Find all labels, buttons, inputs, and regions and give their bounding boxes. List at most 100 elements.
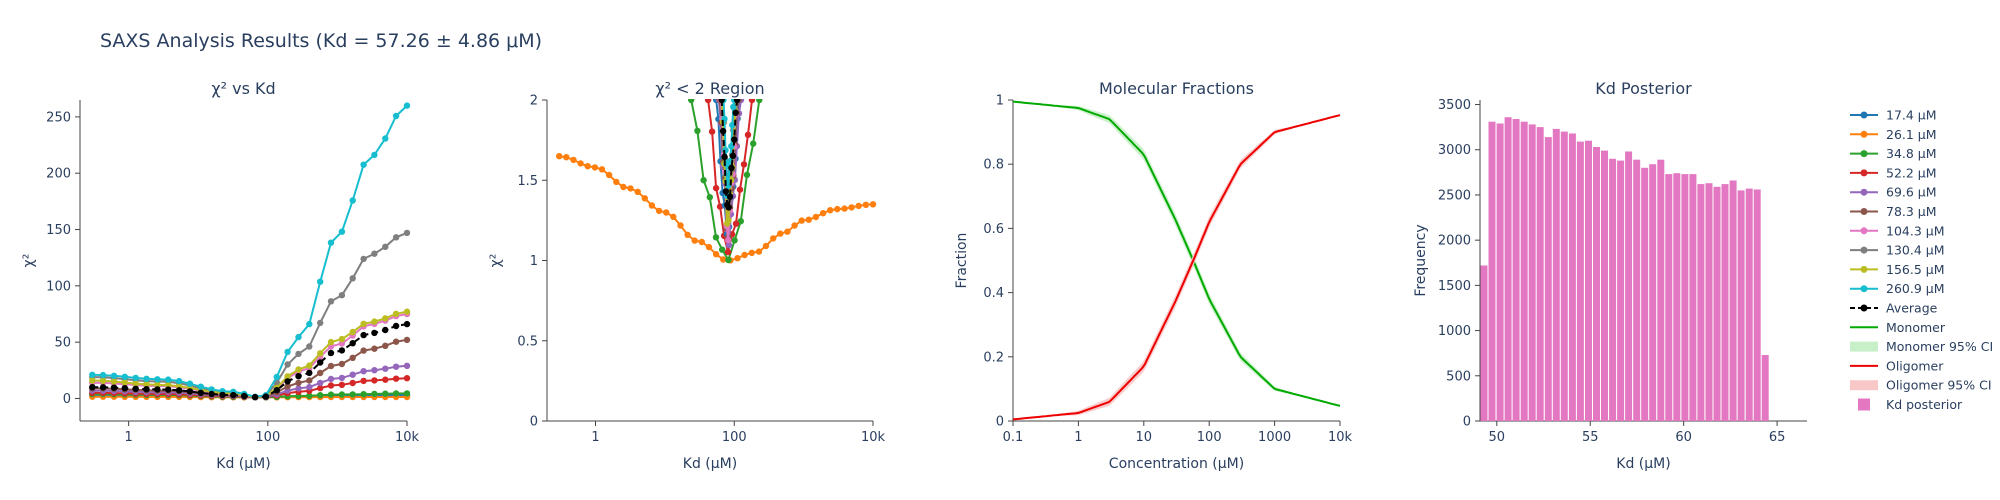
data-point <box>382 342 389 349</box>
data-point <box>805 216 812 223</box>
data-point <box>295 373 302 380</box>
data-point <box>317 379 324 387</box>
y-tick-label: 0 <box>1463 415 1471 430</box>
data-point <box>89 377 96 384</box>
data-point <box>273 373 280 381</box>
y-axis-label: Frequency <box>1413 224 1429 296</box>
x-axis-label: Kd (μM) <box>683 456 737 472</box>
histogram-bar <box>1657 159 1665 421</box>
data-point <box>154 376 161 383</box>
data-point <box>725 217 732 224</box>
y-tick-label: 0 <box>996 415 1004 430</box>
data-point <box>720 256 727 263</box>
legend-item: Average <box>1850 301 1938 316</box>
legend-label: Monomer 95% CI <box>1886 339 1993 354</box>
data-point <box>338 381 346 388</box>
histogram-bar <box>1681 174 1689 421</box>
data-point <box>99 377 107 384</box>
data-point <box>175 387 183 394</box>
x-tick-label: 100 <box>1197 430 1222 445</box>
legend-label: 26.1 μM <box>1886 127 1937 142</box>
data-point <box>327 349 335 357</box>
x-tick-label: 1 <box>1074 430 1082 445</box>
data-point <box>770 235 777 242</box>
legend-item: 130.4 μM <box>1850 243 1945 258</box>
histogram-bar <box>1729 180 1737 421</box>
histogram-bar <box>1536 127 1544 421</box>
histogram-bar <box>1601 150 1608 421</box>
data-point <box>605 171 613 179</box>
legend: 17.4 μM 26.1 μM 34.8 μM 52.2 μM 69.6 μM 78.3 … <box>1850 108 1993 412</box>
y-tick-label: 1500 <box>1438 279 1471 294</box>
data-point <box>327 375 335 383</box>
legend-label: Oligomer <box>1886 358 1944 373</box>
data-point <box>577 160 584 167</box>
data-point <box>743 171 751 178</box>
chi2-region-panel: χ² < 2 Region 1 100 10k 0 0.5 1 1.5 2 Kd (μM) χ² <box>488 79 886 472</box>
histogram-bar <box>1721 184 1729 421</box>
histogram-bar <box>1544 137 1552 421</box>
data-point <box>748 99 756 104</box>
data-point <box>338 391 346 398</box>
series-line <box>720 99 739 211</box>
data-point <box>251 393 259 401</box>
data-point <box>317 350 324 357</box>
data-point <box>719 246 726 253</box>
data-point <box>360 161 367 168</box>
legend-label: 69.6 μM <box>1886 185 1937 200</box>
data-point <box>663 209 670 216</box>
data-point <box>705 243 713 251</box>
chi2-vs-kd-panel: χ² vs Kd 1 100 10k 0 50 100 150 200 250 Kd (μM) χ² <box>21 79 420 472</box>
histogram-bar <box>1528 124 1536 422</box>
y-axis-label: χ² <box>21 254 37 268</box>
y-tick-label: 200 <box>46 167 71 182</box>
data-point <box>382 243 389 250</box>
data-point <box>284 361 291 368</box>
x-tick-label: 100 <box>722 430 747 445</box>
data-point <box>712 234 720 241</box>
y-tick-label: 2000 <box>1438 234 1471 249</box>
data-point <box>732 109 739 117</box>
histogram-bar <box>1673 173 1681 421</box>
data-point <box>762 242 770 250</box>
y-tick-label: 250 <box>46 110 71 125</box>
data-point <box>731 136 738 143</box>
data-point <box>99 371 107 379</box>
legend-swatch-marker <box>1860 246 1868 254</box>
legend-label: 34.8 μM <box>1886 146 1937 161</box>
data-point <box>371 318 378 325</box>
legend-swatch-marker <box>1860 188 1868 196</box>
data-point <box>732 220 740 227</box>
data-point <box>392 234 400 241</box>
data-point <box>121 385 128 392</box>
histogram-bar <box>1552 128 1560 421</box>
data-point <box>777 230 784 237</box>
data-point <box>712 251 720 258</box>
data-point <box>371 377 378 384</box>
data-point <box>317 384 324 392</box>
data-point <box>740 161 748 168</box>
data-point <box>89 384 96 391</box>
y-tick-label: 1000 <box>1438 324 1471 339</box>
data-point <box>338 335 346 343</box>
data-point <box>143 386 150 393</box>
data-point <box>360 320 367 327</box>
x-tick-label: 1000 <box>1258 430 1291 445</box>
y-axis-label: Fraction <box>954 233 970 289</box>
histogram-bar <box>1617 160 1625 421</box>
data-point <box>208 386 215 393</box>
legend-label: 52.2 μM <box>1886 165 1937 180</box>
data-point <box>744 131 752 138</box>
histogram-bar <box>1745 188 1753 421</box>
data-point <box>755 248 763 255</box>
data-point <box>721 153 728 160</box>
histogram-bar <box>1649 164 1657 421</box>
histogram-bar <box>1753 189 1761 421</box>
data-point <box>338 292 346 299</box>
legend-swatch-marker <box>1860 111 1868 119</box>
y-tick-label: 3000 <box>1438 143 1471 158</box>
y-tick-label: 500 <box>1446 369 1471 384</box>
histogram-bar <box>1585 140 1592 421</box>
data-point <box>382 135 389 142</box>
data-point <box>725 256 732 264</box>
